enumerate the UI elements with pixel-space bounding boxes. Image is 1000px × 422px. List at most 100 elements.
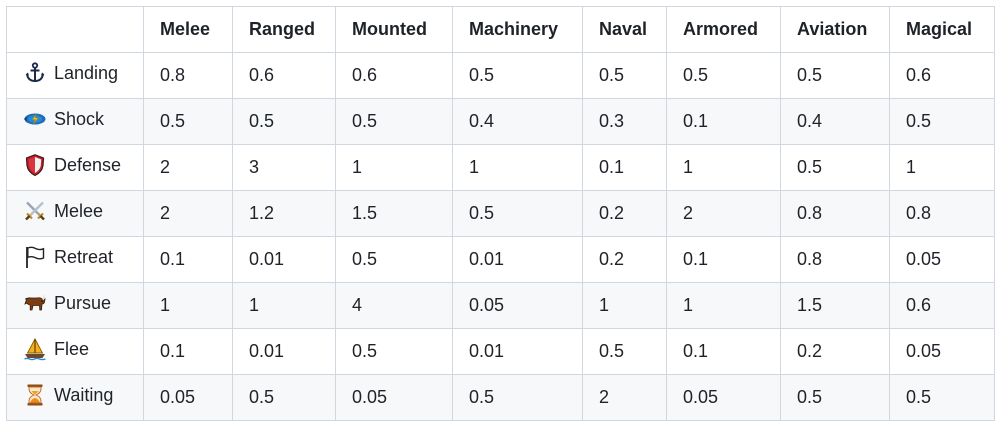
anchor-icon (23, 61, 47, 85)
row-label: Retreat (54, 246, 114, 267)
header-cell-melee: Melee (143, 6, 233, 53)
row-header: Retreat (6, 236, 144, 283)
table-cell: 0.5 (232, 374, 336, 421)
table-row: Shock 0.5 0.5 0.5 0.4 0.3 0.1 0.4 0.5 (6, 98, 995, 145)
table-cell: 0.4 (780, 98, 890, 145)
table-cell: 0.1 (582, 144, 667, 191)
table-cell: 3 (232, 144, 336, 191)
table-cell: 2 (582, 374, 667, 421)
table-cell: 0.6 (889, 282, 995, 329)
charging-beast-icon (23, 291, 47, 315)
table-cell: 0.5 (452, 190, 583, 237)
table-cell: 0.1 (666, 98, 781, 145)
row-label: Defense (54, 154, 122, 175)
shock-icon (23, 107, 47, 131)
table-cell: 0.5 (582, 52, 667, 99)
header-cell-aviation: Aviation (780, 6, 890, 53)
table-cell: 1 (452, 144, 583, 191)
table-cell: 0.5 (452, 374, 583, 421)
table-cell: 0.5 (335, 236, 453, 283)
row-label: Landing (54, 62, 119, 83)
table-row: Defense 2 3 1 1 0.1 1 0.5 1 (6, 144, 995, 191)
table-cell: 0.5 (335, 98, 453, 145)
table-cell: 0.5 (143, 98, 233, 145)
table-cell: 0.2 (582, 190, 667, 237)
table-cell: 0.5 (335, 328, 453, 375)
table-cell: 0.6 (335, 52, 453, 99)
table-cell: 0.8 (889, 190, 995, 237)
table-cell: 0.05 (452, 282, 583, 329)
table-cell: 0.5 (232, 98, 336, 145)
table-cell: 0.5 (889, 374, 995, 421)
table-cell: 0.05 (335, 374, 453, 421)
shield-icon (23, 153, 47, 177)
table-cell: 0.01 (232, 328, 336, 375)
table-cell: 0.3 (582, 98, 667, 145)
hourglass-icon (23, 383, 47, 407)
row-header: Landing (6, 52, 144, 99)
table-cell: 1 (143, 282, 233, 329)
table-cell: 1 (889, 144, 995, 191)
table-cell: 0.5 (780, 52, 890, 99)
table-cell: 2 (143, 190, 233, 237)
table-cell: 0.1 (143, 328, 233, 375)
table-cell: 0.1 (666, 328, 781, 375)
table-row: Pursue 1 1 4 0.05 1 1 1.5 0.6 (6, 282, 995, 329)
table-container: Melee Ranged Mounted Machinery Naval Arm… (6, 6, 995, 421)
table-cell: 0.4 (452, 98, 583, 145)
table-cell: 0.1 (666, 236, 781, 283)
table-row: Flee 0.1 0.01 0.5 0.01 0.5 0.1 0.2 0.05 (6, 328, 995, 375)
sailboat-icon (23, 337, 47, 361)
table-cell: 0.01 (452, 328, 583, 375)
table-cell: 1.5 (780, 282, 890, 329)
table-cell: 1 (232, 282, 336, 329)
table-cell: 0.2 (780, 328, 890, 375)
row-header: Pursue (6, 282, 144, 329)
header-cell-armored: Armored (666, 6, 781, 53)
table-row: Melee 2 1.2 1.5 0.5 0.2 2 0.8 0.8 (6, 190, 995, 237)
table-cell: 0.8 (143, 52, 233, 99)
header-cell-ranged: Ranged (232, 6, 336, 53)
table-row: Waiting 0.05 0.5 0.05 0.5 2 0.05 0.5 0.5 (6, 374, 995, 421)
table-cell: 0.5 (780, 144, 890, 191)
table-cell: 0.05 (889, 328, 995, 375)
row-header: Defense (6, 144, 144, 191)
table-cell: 1 (666, 144, 781, 191)
table-cell: 2 (143, 144, 233, 191)
header-cell-naval: Naval (582, 6, 667, 53)
table-cell: 0.1 (143, 236, 233, 283)
table-cell: 0.5 (780, 374, 890, 421)
header-cell-magical: Magical (889, 6, 995, 53)
row-header: Waiting (6, 374, 144, 421)
table-cell: 1 (666, 282, 781, 329)
row-label: Flee (54, 338, 90, 359)
table-cell: 2 (666, 190, 781, 237)
table-cell: 0.5 (452, 52, 583, 99)
table-row: Retreat 0.1 0.01 0.5 0.01 0.2 0.1 0.8 0.… (6, 236, 995, 283)
row-header: Flee (6, 328, 144, 375)
table-row: Landing 0.8 0.6 0.6 0.5 0.5 0.5 0.5 0.6 (6, 52, 995, 99)
table-cell: 1 (335, 144, 453, 191)
table-cell: 0.5 (889, 98, 995, 145)
table-cell: 0.05 (889, 236, 995, 283)
row-label: Melee (54, 200, 104, 221)
header-cell-machinery: Machinery (452, 6, 583, 53)
row-header: Shock (6, 98, 144, 145)
header-cell-corner (6, 6, 144, 53)
row-label: Waiting (54, 384, 114, 405)
table-cell: 1 (582, 282, 667, 329)
header-cell-mounted: Mounted (335, 6, 453, 53)
unit-modifier-table: Melee Ranged Mounted Machinery Naval Arm… (6, 6, 995, 421)
table-cell: 0.05 (666, 374, 781, 421)
table-cell: 0.5 (582, 328, 667, 375)
table-cell: 0.6 (232, 52, 336, 99)
table-cell: 0.8 (780, 190, 890, 237)
row-label: Pursue (54, 292, 112, 313)
table-cell: 4 (335, 282, 453, 329)
table-cell: 0.8 (780, 236, 890, 283)
table-cell: 0.6 (889, 52, 995, 99)
table-cell: 0.05 (143, 374, 233, 421)
row-label: Shock (54, 108, 105, 129)
table-cell: 0.2 (582, 236, 667, 283)
white-flag-icon (23, 245, 47, 269)
